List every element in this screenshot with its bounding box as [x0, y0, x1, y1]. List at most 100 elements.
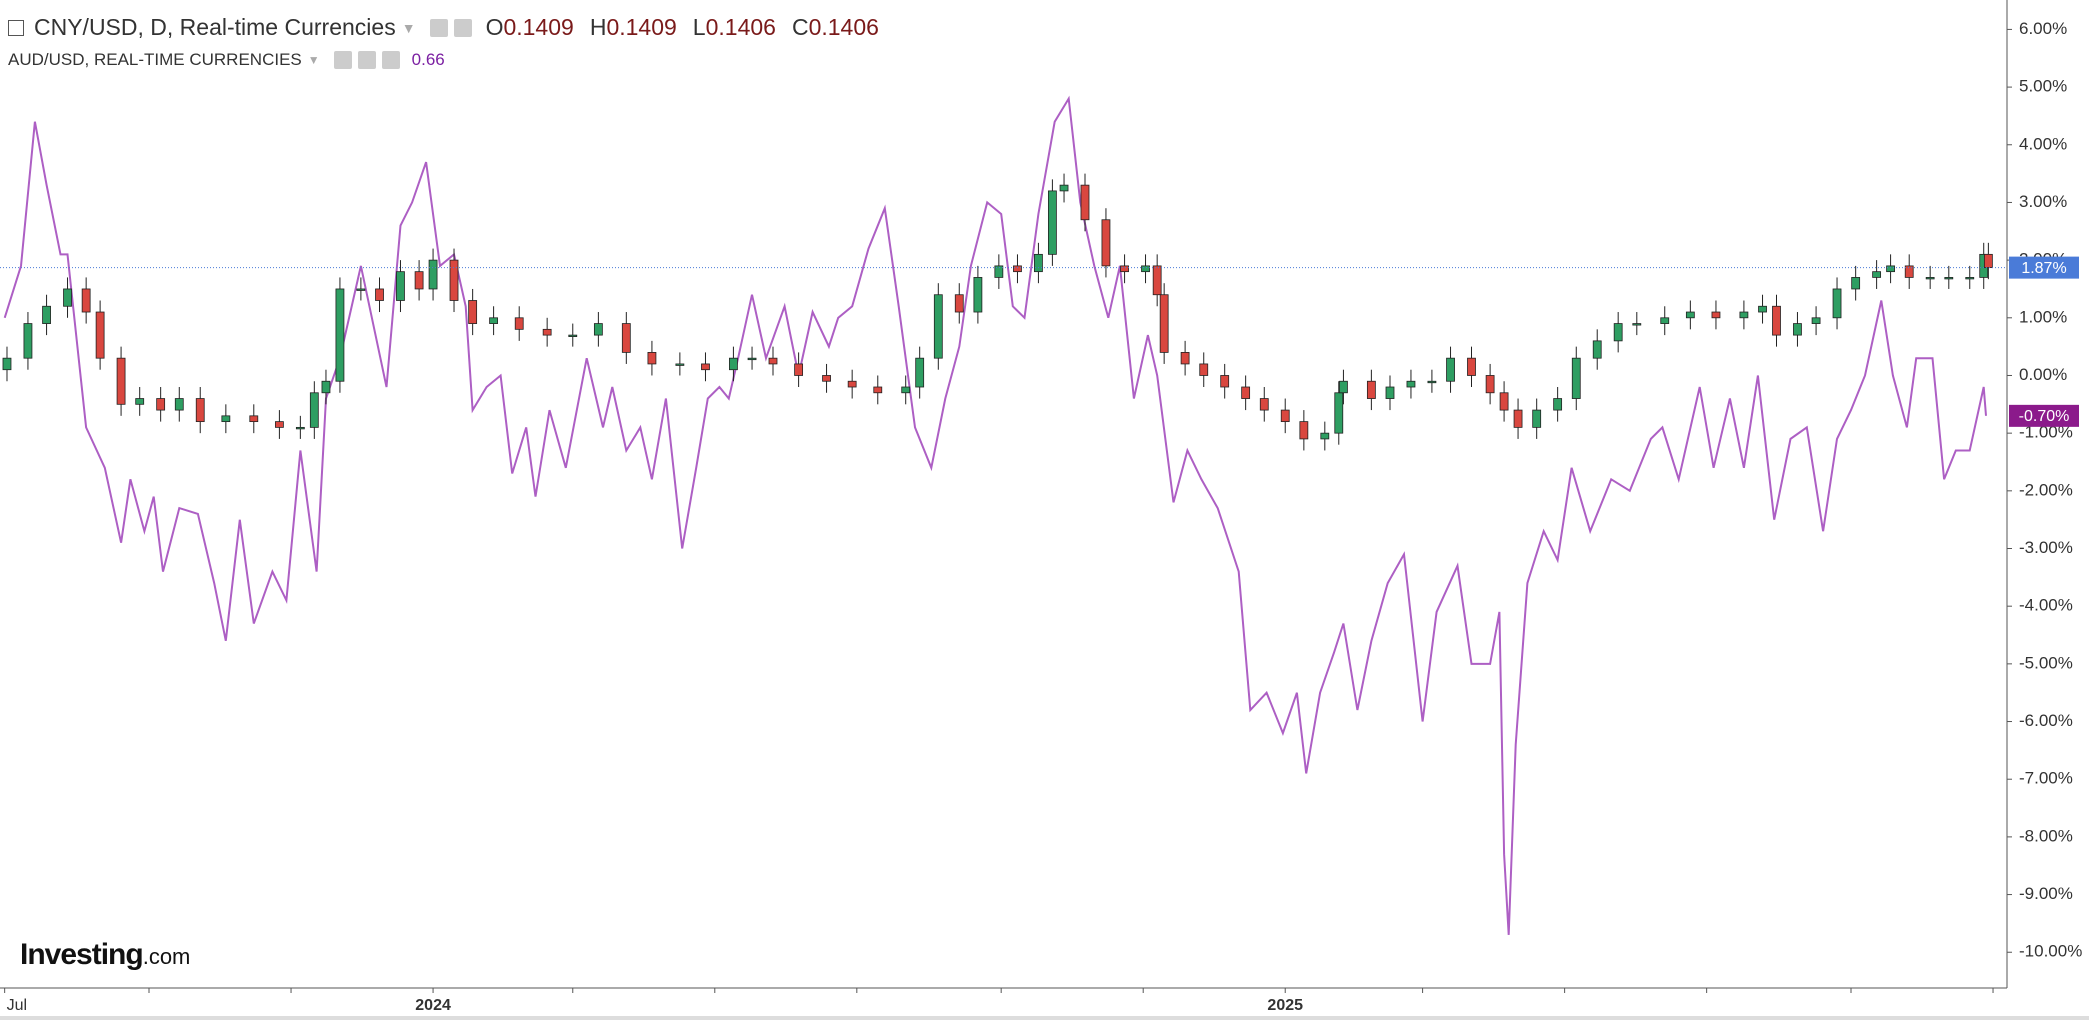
ohlc-key: O — [485, 14, 504, 40]
candle-body — [701, 363, 710, 371]
dropdown-arrow[interactable]: ▼ — [307, 53, 320, 67]
candle-body — [1739, 311, 1749, 319]
candle-body — [1152, 265, 1162, 296]
candle-body — [1241, 386, 1251, 399]
ohlc-item: C0.1406 — [792, 14, 879, 41]
x-tick-label: 2025 — [1267, 997, 1303, 1014]
visibility-icon[interactable] — [333, 51, 352, 69]
last-value-tag: -0.70% — [2009, 404, 2079, 427]
y-tick-label: -6.00% — [2019, 711, 2073, 730]
candle-body — [249, 415, 259, 423]
last-value-label: -0.70% — [2019, 408, 2070, 425]
logo-brand: Investing — [20, 938, 144, 971]
candle-body — [1832, 288, 1842, 319]
last-value-label: 1.87% — [2021, 260, 2066, 277]
candle-body — [95, 311, 105, 359]
candle-body — [1758, 305, 1767, 313]
candle-body — [954, 294, 964, 313]
candle-body — [1571, 357, 1581, 399]
candle-body — [1320, 432, 1330, 440]
candle-body — [116, 357, 126, 405]
candle-body — [915, 357, 925, 388]
main-header: CNY/USD, D, Real-time Currencies ▼ O0.14… — [8, 14, 879, 41]
settings-icon[interactable] — [453, 18, 472, 37]
candle-body — [414, 271, 424, 290]
candle-body — [1499, 392, 1509, 411]
candle-body — [135, 398, 145, 405]
candle-body — [23, 323, 33, 359]
candle-body — [1983, 253, 1993, 269]
candle-body — [1366, 380, 1376, 399]
candle-body — [1220, 375, 1230, 388]
candle-body — [1685, 311, 1695, 319]
y-tick-label: 6.00% — [2019, 19, 2067, 38]
candle-body — [1632, 323, 1642, 326]
candle-body — [1851, 277, 1861, 290]
y-tick-label: 1.00% — [2019, 307, 2067, 326]
candle-body — [335, 288, 345, 382]
candle-body — [847, 380, 857, 388]
ohlc-value: 0.1406 — [705, 14, 776, 40]
ohlc-value: 0.1406 — [808, 14, 879, 40]
compare-value: 0.66 — [411, 50, 445, 69]
logo-suffix: .com — [142, 944, 191, 969]
series-line — [3, 95, 1987, 935]
y-tick-label: 4.00% — [2019, 134, 2067, 153]
y-tick-label: -7.00% — [2019, 769, 2073, 788]
candle-body — [1513, 409, 1523, 428]
candle-body — [1385, 386, 1395, 399]
candle-body — [1080, 184, 1090, 221]
candle-body — [514, 317, 524, 330]
candle-body — [468, 300, 478, 324]
candle-body — [593, 323, 603, 336]
visibility-icon[interactable] — [429, 18, 448, 37]
candle-body — [63, 288, 72, 307]
candle-body — [873, 386, 883, 394]
remove-icon[interactable] — [381, 51, 400, 69]
candle-body — [542, 328, 552, 336]
y-tick-label: 3.00% — [2019, 192, 2067, 211]
y-tick-label: -8.00% — [2019, 826, 2073, 845]
candle-body — [1793, 323, 1802, 336]
dropdown-arrow[interactable]: ▼ — [401, 19, 416, 36]
candle-body — [1141, 265, 1150, 273]
candle-body — [1013, 265, 1022, 273]
ohlc-item: L0.1406 — [693, 14, 776, 41]
x-tick-label: 2024 — [415, 997, 451, 1014]
candle-body — [822, 375, 831, 382]
candle-body — [1299, 421, 1309, 440]
candle-body — [1427, 380, 1437, 384]
candle-body — [747, 357, 757, 361]
x-tick-label: Jul — [7, 997, 27, 1014]
candle-body — [1334, 392, 1344, 434]
candle-body — [1944, 277, 1954, 280]
candle-body — [1034, 253, 1043, 273]
candle-body — [375, 288, 384, 301]
candle-body — [1120, 265, 1129, 273]
ohlc-item: O0.1409 — [486, 14, 574, 41]
collapse-icon[interactable] — [8, 19, 24, 36]
candle-body — [449, 259, 459, 301]
ohlc-key: H — [589, 14, 607, 40]
candle-body — [621, 323, 631, 353]
candle-body — [1199, 363, 1209, 376]
candle-body — [356, 288, 366, 291]
y-tick-label: -2.00% — [2019, 480, 2073, 499]
candle-body — [1613, 323, 1623, 342]
ohlc-key: L — [692, 14, 706, 40]
candle-body — [1101, 219, 1111, 267]
candle-body — [1339, 380, 1348, 394]
candle-body — [42, 305, 51, 324]
settings-icon[interactable] — [357, 51, 376, 69]
ohlc-value: 0.1409 — [606, 14, 677, 40]
candle-body — [994, 265, 1004, 278]
y-tick-label: -5.00% — [2019, 653, 2073, 672]
y-tick-label: -10.00% — [2019, 942, 2082, 961]
y-tick-label: 0.00% — [2019, 365, 2067, 384]
candle-body — [2, 357, 12, 371]
ohlc-value: 0.1409 — [503, 14, 574, 40]
series-title: CNY/USD, D, Real-time Currencies — [34, 14, 396, 40]
candle-body — [428, 259, 438, 290]
candle-body — [794, 363, 804, 376]
